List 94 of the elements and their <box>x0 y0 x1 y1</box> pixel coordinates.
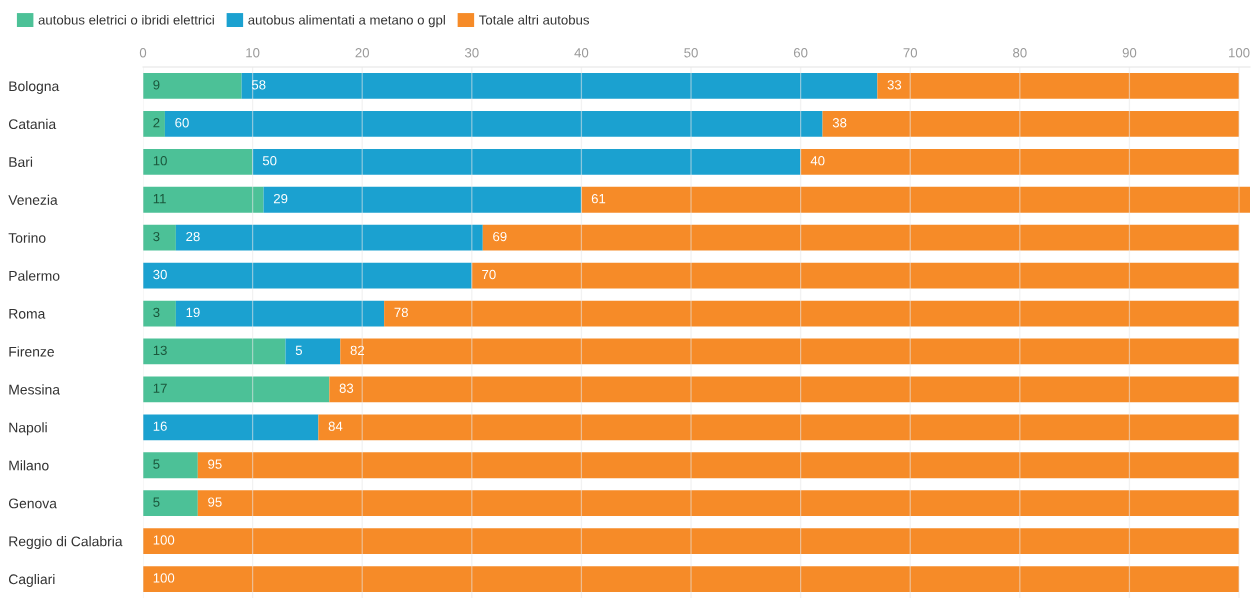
bar <box>143 224 176 251</box>
data-label: 84 <box>328 421 343 431</box>
bar <box>143 528 1240 554</box>
bar <box>877 73 1240 99</box>
x-tick-label: 10 <box>246 48 260 58</box>
x-tick-label: 90 <box>1122 48 1137 58</box>
bar <box>164 111 823 137</box>
y-tick-label: Genova <box>8 498 57 509</box>
data-label: 2 <box>153 118 160 128</box>
x-tick-label: 100 <box>1229 48 1250 58</box>
data-label: 95 <box>208 459 222 469</box>
bar <box>471 262 1240 289</box>
bar <box>384 300 1240 327</box>
bar <box>143 186 264 213</box>
bar <box>143 566 1240 592</box>
data-label: 3 <box>153 307 160 318</box>
bar <box>143 111 165 137</box>
data-label: 16 <box>153 421 167 431</box>
data-label: 38 <box>832 118 847 128</box>
data-label: 33 <box>887 80 902 90</box>
y-tick-label: Messina <box>9 384 60 395</box>
y-tick-label: Roma <box>9 309 46 319</box>
bar <box>143 452 198 479</box>
data-label: 5 <box>295 345 302 356</box>
bar <box>329 376 1240 403</box>
y-tick-label: Venezia <box>8 194 58 205</box>
bar <box>252 148 801 175</box>
bar <box>143 490 198 517</box>
bar <box>143 414 319 441</box>
bar <box>340 338 1240 365</box>
legend-label: autobus alimentati a metano o gpl <box>248 14 445 28</box>
data-label: 50 <box>262 156 277 166</box>
data-label: 58 <box>251 80 266 90</box>
bar <box>822 111 1240 137</box>
data-label: 60 <box>175 118 189 128</box>
legend-label: autobus eletrici o ibridi elettrici <box>38 14 214 25</box>
y-tick-label: Torino <box>8 232 46 243</box>
data-label: 69 <box>493 231 507 242</box>
x-tick-label: 30 <box>464 48 479 58</box>
y-tick-label: Milano <box>9 460 49 471</box>
x-tick-label: 40 <box>574 48 589 58</box>
bar <box>197 490 1240 517</box>
bar <box>175 224 483 251</box>
data-label: 95 <box>208 497 222 507</box>
bar <box>482 224 1240 251</box>
y-tick-label: Bari <box>9 156 33 167</box>
x-tick-label: 50 <box>684 48 698 58</box>
data-label: 78 <box>394 307 408 318</box>
data-label: 83 <box>339 383 354 393</box>
x-tick-label: 70 <box>903 48 918 58</box>
x-tick-label: 60 <box>793 48 808 58</box>
bar <box>581 186 1250 213</box>
y-tick-label: Bologna <box>9 80 60 94</box>
bar <box>318 414 1240 441</box>
data-label: 19 <box>186 307 200 318</box>
bar <box>143 148 253 175</box>
y-tick-label: Cagliari <box>8 574 55 587</box>
bar <box>175 300 385 327</box>
x-tick-label: 0 <box>139 48 147 58</box>
data-label: 40 <box>810 156 825 166</box>
y-tick-label: Reggio di Calabria <box>9 536 123 550</box>
data-label: 29 <box>273 193 288 204</box>
data-label: 82 <box>350 345 365 356</box>
bar <box>197 452 1240 479</box>
bar <box>143 262 472 289</box>
bar <box>263 186 582 213</box>
bar <box>285 338 341 365</box>
bar <box>800 148 1240 175</box>
data-label: 5 <box>153 497 160 507</box>
bar <box>143 376 330 403</box>
data-label: 28 <box>186 231 200 242</box>
data-label: 5 <box>153 459 160 469</box>
data-label: 100 <box>153 535 175 545</box>
x-tick-label: 80 <box>1013 48 1027 58</box>
data-label: 61 <box>591 193 606 204</box>
data-label: 100 <box>153 573 175 583</box>
x-tick-label: 20 <box>355 48 370 58</box>
data-label: 9 <box>153 80 160 90</box>
y-tick-label: Napoli <box>9 422 47 436</box>
data-label: 10 <box>153 156 167 166</box>
data-label: 3 <box>153 231 160 242</box>
legend-label: Totale altri autobus <box>479 14 590 25</box>
y-tick-label: Firenze <box>9 346 54 357</box>
y-tick-label: Catania <box>8 118 57 130</box>
data-label: 11 <box>153 194 166 204</box>
data-label: 13 <box>153 345 167 356</box>
bar <box>143 73 242 99</box>
data-label: 17 <box>153 383 167 393</box>
data-label: 30 <box>153 269 167 280</box>
bar <box>241 73 878 99</box>
bar <box>143 300 176 327</box>
data-label: 70 <box>482 269 496 280</box>
y-tick-label: Palermo <box>9 270 60 281</box>
bar <box>143 338 286 365</box>
